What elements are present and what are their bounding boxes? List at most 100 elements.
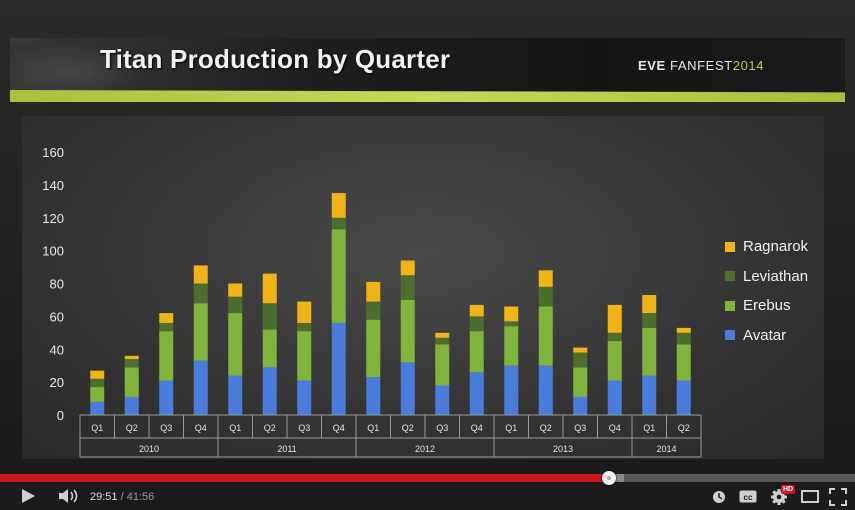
y-tick-label: 60 xyxy=(50,309,64,324)
legend-swatch xyxy=(725,300,735,311)
bar-segment-erebus xyxy=(297,331,312,381)
legend-label: Ragnarok xyxy=(743,238,809,256)
bar-segment-ragnarok xyxy=(676,327,691,333)
x-tick-label: Q3 xyxy=(298,423,310,433)
bar-segment-avatar xyxy=(366,377,381,415)
bar-segment-ragnarok xyxy=(90,370,105,379)
theater-mode-icon[interactable] xyxy=(801,490,819,503)
bar-segment-leviathan xyxy=(676,332,691,345)
bar-segment-avatar xyxy=(124,396,139,415)
bar-segment-erebus xyxy=(331,229,346,323)
bar-segment-avatar xyxy=(469,372,484,415)
y-tick-label: 140 xyxy=(42,178,64,193)
time-display: 29:51 / 41:56 xyxy=(90,491,154,503)
legend-item-erebus: Erebus xyxy=(725,291,808,321)
bar-segment-avatar xyxy=(262,367,277,415)
brand-event: FANFEST xyxy=(670,58,733,73)
bar-segment-erebus xyxy=(400,299,415,363)
bar-segment-leviathan xyxy=(297,322,312,332)
x-tick-label: Q2 xyxy=(678,423,690,433)
presentation-slide: Titan Production by Quarter EVE FANFEST2… xyxy=(0,0,855,470)
x-tick-label: Q4 xyxy=(471,423,483,433)
bar-segment-ragnarok xyxy=(297,301,312,323)
legend-swatch xyxy=(725,271,735,282)
y-tick-label: 100 xyxy=(42,244,64,259)
bar-segment-avatar xyxy=(573,396,588,415)
bar-segment-leviathan xyxy=(159,322,174,332)
play-icon[interactable] xyxy=(20,488,36,504)
x-tick-label: Q2 xyxy=(264,423,276,433)
x-tick-label: Q2 xyxy=(540,423,552,433)
bar-segment-leviathan xyxy=(435,337,450,345)
bar-segment-erebus xyxy=(573,367,588,397)
x-tick-label: Q1 xyxy=(367,423,379,433)
legend-label: Leviathan xyxy=(743,267,809,285)
bar-segment-avatar xyxy=(607,380,622,415)
bar-segment-erebus xyxy=(124,367,139,397)
x-tick-label: Q3 xyxy=(160,423,172,433)
bar-segment-leviathan xyxy=(124,359,139,368)
hd-badge: HD xyxy=(781,485,796,494)
banner-ship-graphic xyxy=(10,38,160,94)
bar-segment-ragnarok xyxy=(331,193,346,218)
bar-segment-ragnarok xyxy=(262,273,277,304)
bar-segment-leviathan xyxy=(607,332,622,342)
bar-segment-leviathan xyxy=(366,301,381,320)
total-time: 41:56 xyxy=(126,491,155,503)
event-logo: EVE FANFEST2014 xyxy=(638,58,764,73)
bar-segment-ragnarok xyxy=(228,283,243,297)
progress-scrubber-handle[interactable] xyxy=(601,471,616,485)
x-tick-label: Q1 xyxy=(643,423,655,433)
bar-segment-leviathan xyxy=(538,286,553,307)
y-tick-label: 0 xyxy=(57,408,64,423)
year-group-label: 2013 xyxy=(553,444,573,454)
bar-segment-ragnarok xyxy=(573,347,588,353)
bar-segment-avatar xyxy=(642,375,657,415)
bar-segment-avatar xyxy=(538,365,553,415)
bar-segment-avatar xyxy=(400,362,415,415)
x-tick-label: Q4 xyxy=(609,423,621,433)
bar-segment-ragnarok xyxy=(124,355,139,360)
bar-segment-avatar xyxy=(159,380,174,415)
captions-icon[interactable]: cc xyxy=(739,490,757,503)
x-tick-label: Q3 xyxy=(436,423,448,433)
year-group-label: 2012 xyxy=(415,444,435,454)
bar-segment-leviathan xyxy=(228,296,243,314)
bar-segment-leviathan xyxy=(400,275,415,300)
bar-segment-leviathan xyxy=(573,352,588,368)
bar-segment-erebus xyxy=(193,303,208,361)
year-group-label: 2014 xyxy=(656,444,676,454)
bar-segment-erebus xyxy=(435,344,450,386)
volume-icon[interactable] xyxy=(58,488,80,504)
bar-segment-ragnarok xyxy=(159,313,174,323)
bar-segment-leviathan xyxy=(331,217,346,230)
settings-icon[interactable] xyxy=(770,488,788,506)
chart-panel: 0 20 40 60 80 100 120 140 160 Q1 Q2 Q3 Q4 Q1 Q2 Q3 Q4 Q1 Q… xyxy=(22,116,824,459)
bar-segment-leviathan xyxy=(469,316,484,332)
watch-later-icon[interactable] xyxy=(712,490,726,504)
bar-segment-ragnarok xyxy=(538,270,553,287)
time-separator: / xyxy=(117,491,127,503)
x-tick-label: Q1 xyxy=(229,423,241,433)
bar-segment-erebus xyxy=(366,319,381,378)
brand-year: 2014 xyxy=(732,58,765,73)
legend-item-ragnarok: Ragnarok xyxy=(725,232,808,262)
bar-segment-ragnarok xyxy=(469,304,484,317)
bar-segment-erebus xyxy=(504,326,519,366)
bar-segment-avatar xyxy=(331,322,346,415)
bar-segment-erebus xyxy=(642,327,657,376)
legend-label: Avatar xyxy=(743,326,787,344)
x-tick-label: Q2 xyxy=(126,423,138,433)
year-group-label: 2010 xyxy=(139,444,159,454)
bar-segment-erebus xyxy=(228,313,243,376)
bar-segment-avatar xyxy=(504,365,519,415)
legend-swatch xyxy=(725,330,735,341)
fullscreen-icon[interactable] xyxy=(829,488,847,506)
bar-segment-leviathan xyxy=(642,313,657,328)
legend-label: Erebus xyxy=(743,297,791,315)
bar-segment-leviathan xyxy=(90,378,105,388)
bar-segment-erebus xyxy=(262,329,277,368)
current-time: 29:51 xyxy=(90,491,118,503)
bar-segment-avatar xyxy=(90,401,105,415)
y-tick-label: 20 xyxy=(50,375,64,390)
